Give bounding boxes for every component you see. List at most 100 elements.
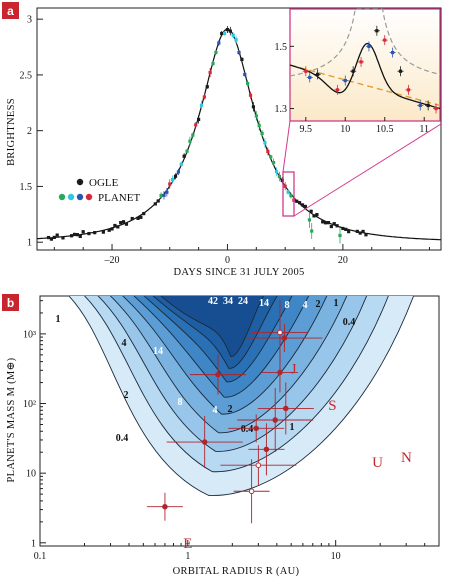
data-point xyxy=(162,193,166,197)
contour-label: 1 xyxy=(290,422,295,433)
data-point xyxy=(153,202,157,206)
inset-data-point xyxy=(343,78,347,83)
legend-ogle-label: OGLE xyxy=(89,177,119,189)
inset-axes: 9.5 10 10.5 11 1.3 1.5 xyxy=(275,42,430,135)
inset-data-point xyxy=(391,50,395,55)
data-point xyxy=(185,149,189,153)
contour-label: 8 xyxy=(178,397,183,408)
data-point xyxy=(225,28,230,32)
data-point xyxy=(358,231,362,235)
data-point xyxy=(205,85,209,89)
data-point xyxy=(113,223,117,228)
data-point xyxy=(110,227,114,231)
inset-data-point xyxy=(406,88,411,92)
inset-data-point xyxy=(418,103,422,108)
zoom-connector-left xyxy=(282,120,291,173)
contour-label: 34 xyxy=(223,296,233,307)
data-point xyxy=(309,209,313,213)
inset-data-point xyxy=(375,29,379,33)
data-point xyxy=(260,131,264,136)
solar-system-planet-label: J xyxy=(291,362,297,378)
panel-a: a –20 0 20 1 1.5 2 2.5 3 DAYS SINCE 31 JULY 200… xyxy=(2,2,442,278)
data-point xyxy=(347,230,351,234)
inset-plot: 9.5 10 10.5 11 1.3 1.5 xyxy=(275,8,441,135)
data-point xyxy=(237,50,241,55)
x-tick-label: –20 xyxy=(104,255,120,266)
y-tick-label: 2 xyxy=(27,126,32,137)
data-point xyxy=(277,174,281,179)
candidate-point xyxy=(253,425,259,432)
data-point xyxy=(300,203,305,207)
data-point xyxy=(220,31,224,36)
data-point xyxy=(240,57,244,62)
data-point xyxy=(202,95,206,99)
panel-b-x-axis-label: ORBITAL RADIUS R (AU) xyxy=(173,566,300,577)
data-point xyxy=(211,61,215,66)
data-point xyxy=(165,190,169,194)
panel-b-label: b xyxy=(7,296,14,310)
b-y-tick-label: 10³ xyxy=(23,329,36,340)
contour-label: 14 xyxy=(153,346,163,357)
panel-b-axes: 0.1 1 10 1 10 10² 10³ xyxy=(23,300,440,562)
inset-data-point xyxy=(398,69,403,73)
data-point xyxy=(312,214,316,218)
data-point xyxy=(254,114,258,118)
data-point xyxy=(93,231,97,235)
data-point xyxy=(49,237,54,241)
data-point xyxy=(310,229,314,233)
data-point xyxy=(70,234,74,238)
data-point xyxy=(228,29,232,33)
data-point xyxy=(139,215,143,219)
candidate-point xyxy=(162,503,168,510)
b-x-tick-label: 1 xyxy=(185,551,190,562)
solar-system-planet-label: U xyxy=(372,455,383,471)
data-point xyxy=(179,162,183,166)
candidate-point xyxy=(248,488,255,495)
data-point xyxy=(75,233,79,237)
data-point xyxy=(321,220,325,224)
contour-label: 4 xyxy=(122,338,127,349)
data-point xyxy=(222,31,227,36)
data-point xyxy=(329,224,333,229)
b-y-tick-label: 10² xyxy=(23,399,36,410)
data-point xyxy=(61,236,65,240)
data-point xyxy=(361,229,365,234)
light-curve-data-points xyxy=(46,26,368,244)
data-point xyxy=(341,226,345,231)
x-tick-label: 20 xyxy=(338,255,348,266)
candidate-point xyxy=(263,446,270,453)
legend-planet-marker-blue xyxy=(76,193,84,201)
data-point xyxy=(78,234,82,239)
data-point xyxy=(197,117,201,122)
data-point xyxy=(101,230,105,234)
inset-data-point xyxy=(316,72,320,76)
inset-frame xyxy=(289,8,441,122)
inset-y-tick-label: 1.3 xyxy=(275,104,288,115)
data-point xyxy=(208,70,212,75)
data-point xyxy=(364,233,368,237)
data-point xyxy=(315,213,319,217)
data-point xyxy=(251,105,256,109)
data-point xyxy=(332,222,336,226)
inset-single-lens-curve xyxy=(289,8,441,77)
data-point xyxy=(326,221,331,225)
data-point xyxy=(248,93,253,97)
candidate-point xyxy=(277,329,283,336)
candidate-point xyxy=(215,371,221,378)
contour-label: 2 xyxy=(316,299,321,310)
legend-planet-marker-red xyxy=(85,193,93,201)
panel-a-badge xyxy=(2,2,19,19)
data-point xyxy=(176,170,180,174)
panel-a-x-axis-label: DAYS SINCE 31 JULY 2005 xyxy=(173,267,304,278)
inset-data-point xyxy=(351,69,355,73)
inset-y-tick-label: 1.5 xyxy=(275,42,288,53)
data-point xyxy=(269,155,273,159)
inset-planetary-curve xyxy=(289,42,441,110)
data-point xyxy=(355,229,359,233)
panel-a-y-axis-label: BRIGHTNESS xyxy=(6,98,17,166)
panel-b-badge xyxy=(2,294,19,311)
contour-label: 4 xyxy=(303,300,308,311)
data-point xyxy=(344,227,348,231)
data-point xyxy=(194,123,198,127)
